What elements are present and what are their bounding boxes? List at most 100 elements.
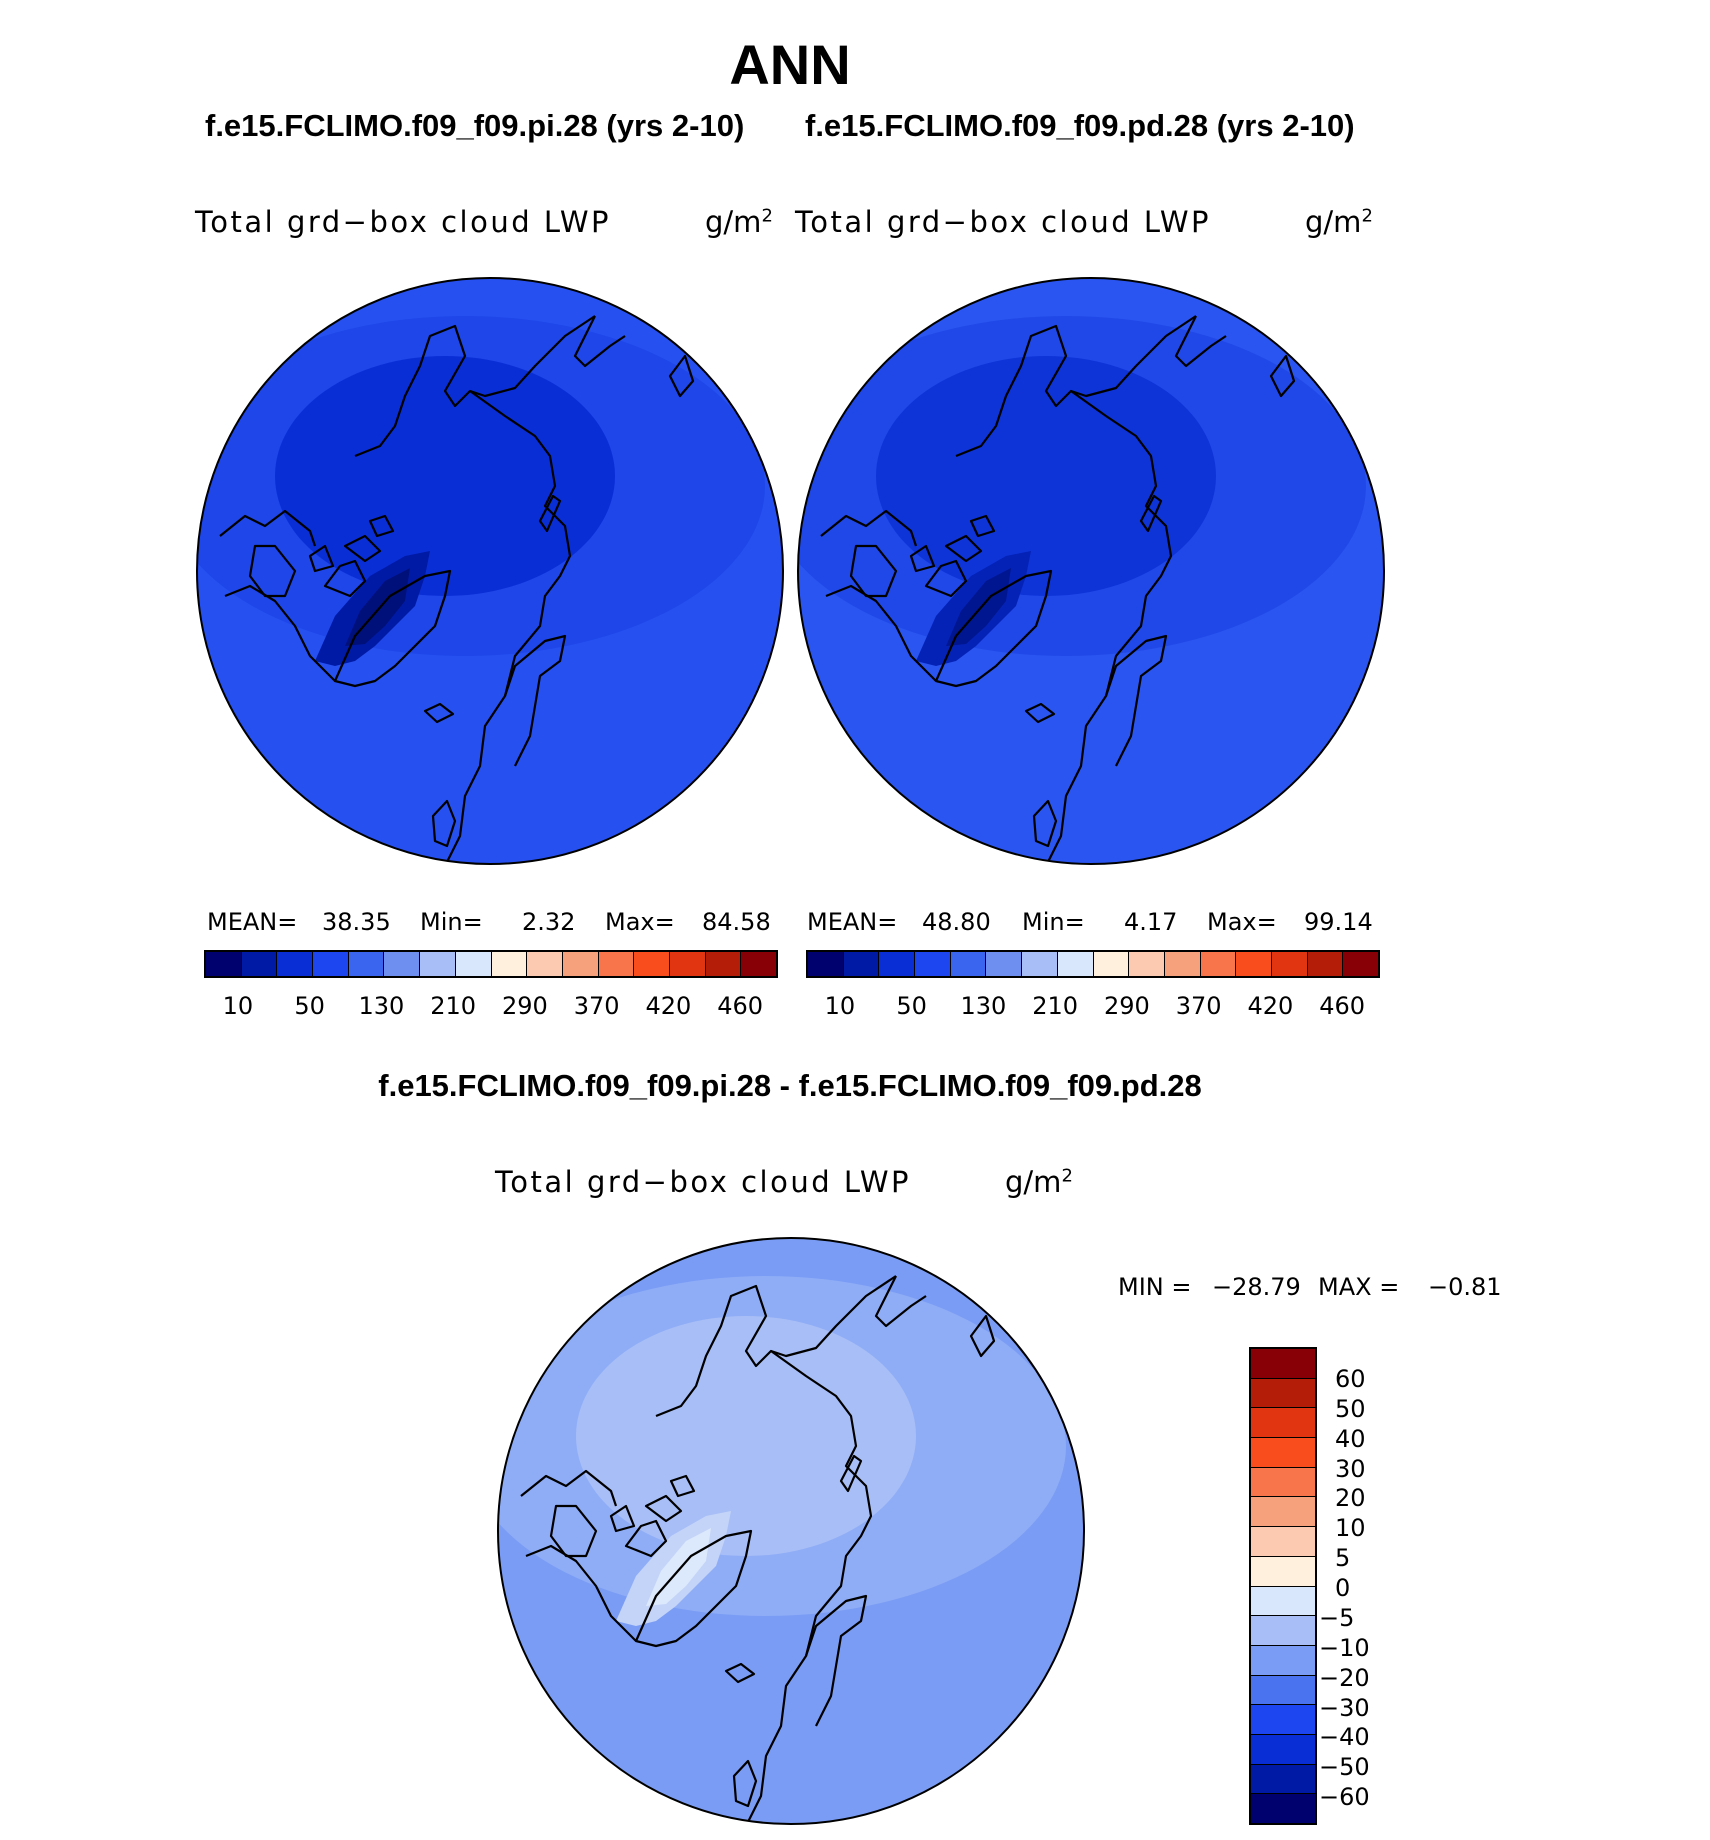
colorbar-tick-label: 10 (824, 992, 856, 1020)
coastline (520, 1469, 618, 1507)
colorbar-tick-label: 40 (1335, 1424, 1366, 1453)
colorbar-tick-label: −40 (1319, 1723, 1370, 1752)
colorbar-tick-label: 290 (1103, 992, 1150, 1020)
coastline (503, 634, 567, 767)
colorbar-swatch (348, 952, 385, 976)
coastline (944, 534, 983, 563)
right-min-value: 4.17 (1124, 908, 1178, 936)
right-polar-map (797, 277, 1385, 865)
colorbar-tick-label: 130 (358, 992, 405, 1020)
coastline (874, 1275, 927, 1328)
coastline (538, 494, 562, 533)
coastline (839, 1454, 863, 1493)
colorbar-swatch (527, 952, 563, 976)
coastline (609, 1504, 636, 1533)
colorbar-tick-label: −30 (1319, 1693, 1370, 1722)
colorbar-swatch (1271, 952, 1308, 976)
colorbar-swatch (669, 952, 706, 976)
left-mean-label: MEAN= (207, 908, 298, 936)
diff-min-value: −28.79 (1212, 1273, 1301, 1301)
coastline (955, 315, 1197, 458)
coastline (1032, 799, 1058, 848)
coastline (573, 315, 626, 368)
colorbar-swatch (598, 952, 635, 976)
colorbar-tick-label: 370 (573, 992, 620, 1020)
right-colorbar (806, 950, 1380, 978)
left-colorbar-ticks: 10 50 130 210 290 370 420 460 (204, 992, 778, 1022)
coastline (668, 354, 695, 398)
colorbar-swatch (986, 952, 1023, 976)
difference-polar-map (497, 1237, 1085, 1825)
colorbar-tick-label: 210 (430, 992, 477, 1020)
coastline (820, 509, 918, 547)
difference-colorbar (1249, 1347, 1317, 1825)
colorbar-tick-label: 420 (1247, 992, 1294, 1020)
coastline (343, 534, 382, 563)
colorbar-swatch (1251, 1349, 1315, 1379)
colorbar-tick-label: 290 (501, 992, 548, 1020)
colorbar-swatch (741, 952, 776, 976)
right-min-label: Min= (1022, 908, 1085, 936)
colorbar-swatch (277, 952, 314, 976)
diff-variable-label: Total grd−box cloud LWP (495, 1165, 912, 1199)
colorbar-swatch (241, 952, 278, 976)
coastline (1104, 634, 1168, 767)
right-colorbar-ticks: 10 50 130 210 290 370 420 460 (806, 992, 1380, 1022)
colorbar-swatch (455, 952, 492, 976)
coastline (444, 390, 572, 864)
colorbar-swatch (562, 952, 599, 976)
diff-min-label: MIN = (1118, 1273, 1192, 1301)
colorbar-tick-label: 460 (717, 992, 764, 1020)
left-min-label: Min= (420, 908, 483, 936)
coastline (368, 514, 395, 538)
colorbar-tick-label: −60 (1319, 1783, 1370, 1812)
diff-max-value: −0.81 (1428, 1273, 1502, 1301)
coastline (333, 569, 452, 688)
diff-max-label: MAX = (1318, 1273, 1400, 1301)
colorbar-swatch (879, 952, 916, 976)
coastline (224, 584, 336, 682)
coastline (969, 514, 996, 538)
colorbar-swatch (1251, 1497, 1315, 1528)
left-max-value: 84.58 (702, 908, 771, 936)
coastline (634, 1529, 753, 1648)
coastline (354, 315, 596, 458)
coastline (934, 569, 1053, 688)
colorbar-tick-label: 370 (1175, 992, 1222, 1020)
coastline (1269, 354, 1296, 398)
coastline (825, 584, 937, 682)
colorbar-tick-label: 10 (222, 992, 254, 1020)
colorbar-swatch (634, 952, 670, 976)
difference-title: f.e15.FCLIMO.f09_f09.pi.28 - f.e15.FCLIM… (378, 1068, 1202, 1103)
colorbar-tick-label: −5 (1319, 1603, 1355, 1632)
colorbar-swatch (1251, 1794, 1315, 1823)
colorbar-tick-label: 0 (1335, 1574, 1351, 1602)
coastline (624, 1519, 668, 1558)
coastline (431, 799, 457, 848)
colorbar-swatch (1022, 952, 1058, 976)
colorbar-swatch (1236, 952, 1272, 976)
right-mean-value: 48.80 (922, 908, 991, 936)
left-polar-map (196, 277, 784, 865)
colorbar-swatch (1093, 952, 1130, 976)
coastline (248, 544, 297, 598)
colorbar-swatch (1129, 952, 1165, 976)
coastline (655, 1275, 897, 1418)
diff-units: g/m2 (1005, 1165, 1073, 1199)
colorbar-swatch (808, 952, 844, 976)
colorbar-swatch (491, 952, 528, 976)
colorbar-swatch (1307, 952, 1344, 976)
left-units: g/m2 (705, 205, 773, 239)
colorbar-tick-label: 20 (1335, 1484, 1366, 1513)
coastline (924, 559, 968, 598)
colorbar-swatch (1343, 952, 1378, 976)
right-case-title: f.e15.FCLIMO.f09_f09.pd.28 (yrs 2-10) (805, 108, 1355, 143)
left-colorbar (204, 950, 778, 978)
colorbar-swatch (1164, 952, 1201, 976)
left-case-title: f.e15.FCLIMO.f09_f09.pi.28 (yrs 2-10) (205, 108, 745, 143)
coastline (724, 1662, 756, 1684)
colorbar-tick-label: 420 (645, 992, 692, 1020)
colorbar-tick-label: −50 (1319, 1753, 1370, 1782)
left-min-value: 2.32 (522, 908, 576, 936)
colorbar-swatch (1251, 1675, 1315, 1706)
